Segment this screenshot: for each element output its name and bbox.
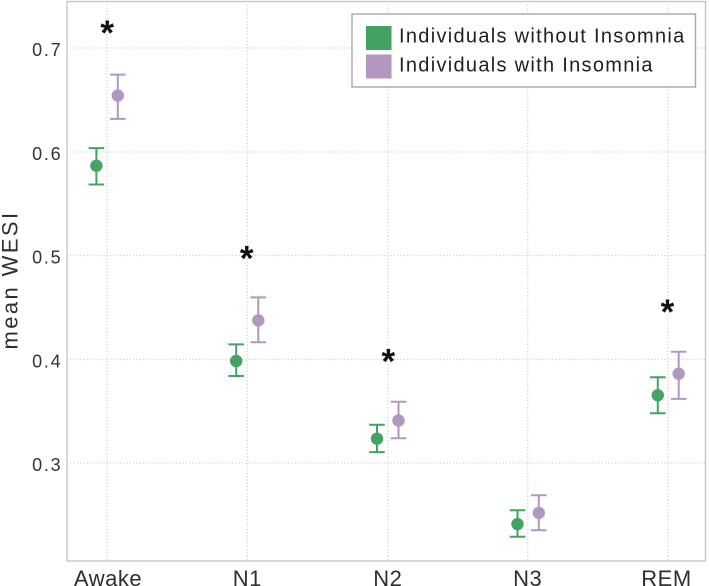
svg-text:Individuals with Insomnia: Individuals with Insomnia xyxy=(399,55,654,77)
svg-text:0.7: 0.7 xyxy=(32,40,62,60)
svg-text:N1: N1 xyxy=(233,566,262,586)
svg-text:Individuals without Insomnia: Individuals without Insomnia xyxy=(399,26,686,48)
svg-text:0.5: 0.5 xyxy=(32,248,62,268)
svg-text:0.4: 0.4 xyxy=(32,352,62,372)
svg-text:*: * xyxy=(381,343,395,382)
svg-text:N3: N3 xyxy=(513,566,542,586)
svg-text:0.3: 0.3 xyxy=(32,455,62,475)
svg-text:mean WESI: mean WESI xyxy=(0,211,22,350)
svg-text:Awake: Awake xyxy=(74,566,142,586)
svg-text:*: * xyxy=(661,293,675,332)
svg-text:0.6: 0.6 xyxy=(32,144,62,164)
svg-text:*: * xyxy=(100,14,114,53)
svg-text:REM: REM xyxy=(641,566,691,586)
svg-text:*: * xyxy=(240,240,254,279)
svg-text:N2: N2 xyxy=(373,566,402,586)
